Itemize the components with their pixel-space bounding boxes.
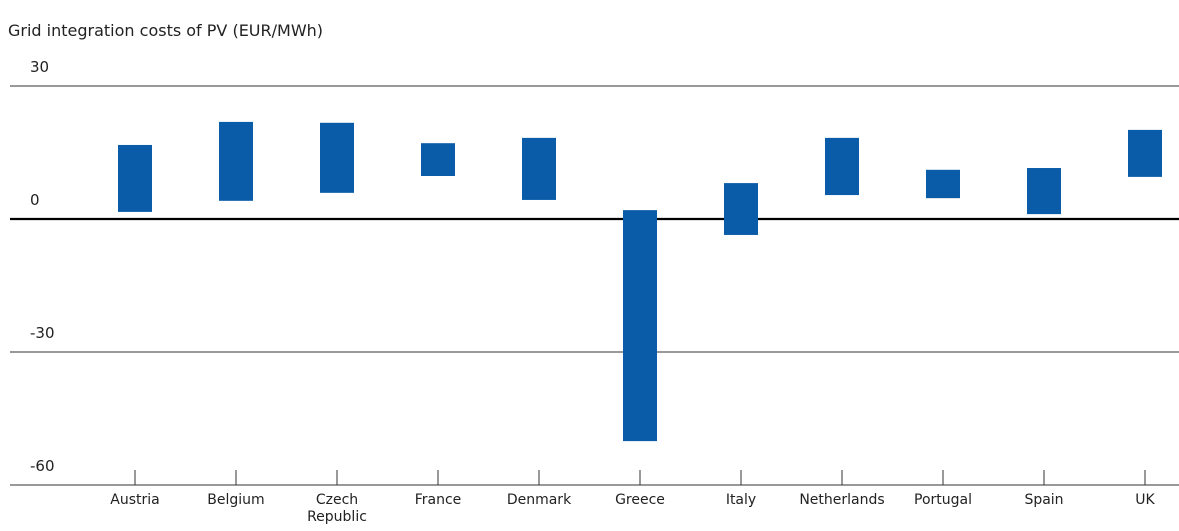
x-tick-label: UK <box>1135 492 1155 508</box>
bar <box>320 122 354 193</box>
x-tick-label-box: Italy <box>709 492 773 509</box>
x-tick-label: Czech Republic <box>307 492 367 525</box>
x-tick-label-box: France <box>406 492 470 509</box>
x-tick-label-box: Portugal <box>911 492 975 509</box>
x-tick-label: France <box>414 492 462 508</box>
x-tick-label: Spain <box>1024 492 1064 508</box>
x-tick-label-box: UK <box>1113 492 1177 509</box>
x-tick-label: Belgium <box>207 492 265 508</box>
x-tick-label-box: Greece <box>608 492 672 509</box>
bar <box>623 210 657 442</box>
bar <box>1128 129 1162 177</box>
bar <box>522 137 556 200</box>
bar <box>825 137 859 196</box>
x-tick-label: Italy <box>725 492 757 508</box>
x-tick-label-box: Spain <box>1012 492 1076 509</box>
y-tick-label: -60 <box>30 457 55 475</box>
x-tick-label-box: Belgium <box>204 492 268 509</box>
x-tick-label: Portugal <box>914 492 972 508</box>
x-tick-label-box: Austria <box>103 492 167 509</box>
bar <box>926 169 960 199</box>
bar <box>1027 168 1061 215</box>
x-tick-label: Greece <box>615 492 665 508</box>
x-tick-label-box: Denmark <box>507 492 571 509</box>
y-tick-label: 0 <box>30 191 40 209</box>
x-tick-label: Netherlands <box>799 492 885 508</box>
bar <box>219 121 253 201</box>
x-tick-label: Austria <box>110 492 160 508</box>
x-tick-label-box: Netherlands <box>799 492 884 509</box>
chart-title: Grid integration costs of PV (EUR/MWh) <box>8 21 323 40</box>
x-tick-label: Denmark <box>506 492 572 508</box>
x-tick-label-box: Czech Republic <box>305 492 369 526</box>
y-tick-label: -30 <box>30 324 55 342</box>
bar <box>421 143 455 176</box>
y-tick-label: 30 <box>30 58 49 76</box>
bar <box>724 183 758 235</box>
bar <box>118 144 152 212</box>
